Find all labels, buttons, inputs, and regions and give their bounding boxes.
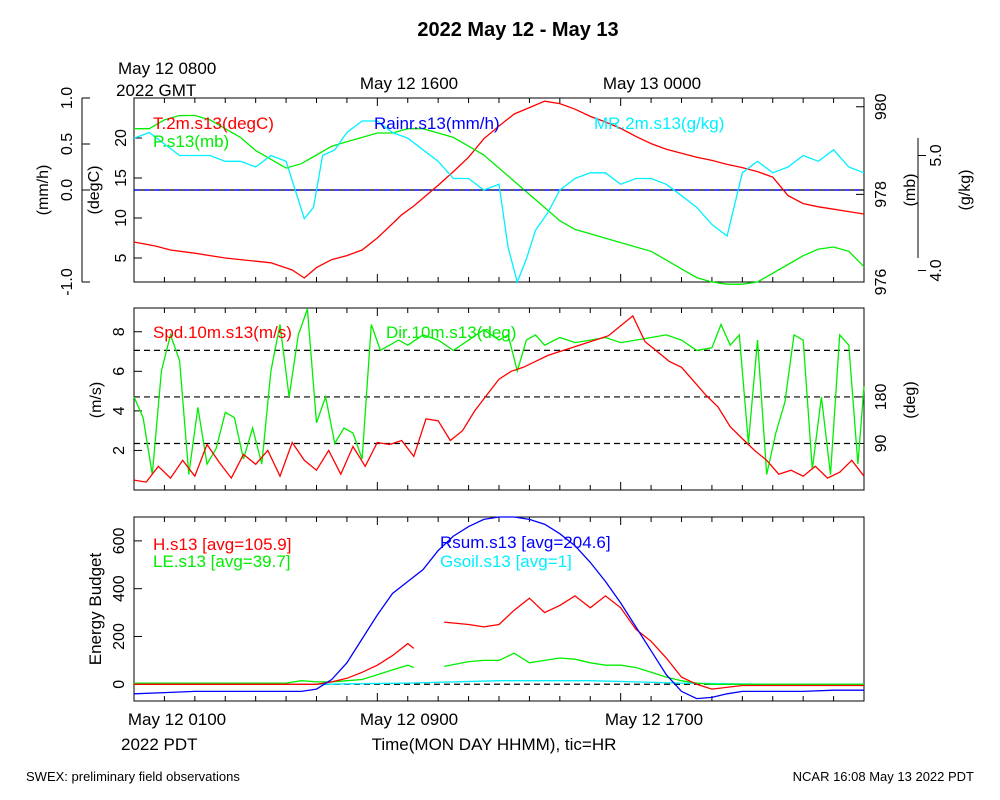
pres-tick-label: 978	[873, 181, 890, 208]
chart-title: 2022 May 12 - May 13	[417, 19, 618, 41]
temp-tick-label: 15	[113, 169, 130, 187]
series-line-direction	[133, 308, 865, 475]
speed-tick-label: 6	[111, 367, 128, 376]
series-line-pres	[134, 114, 865, 285]
series-line-mr	[133, 120, 865, 285]
mr-tick-label: 5.0	[928, 144, 945, 166]
mr-tick-label: 4.0	[928, 259, 945, 281]
temp-tick-label: 10	[113, 209, 130, 227]
pdt-time-label-1: May 12 0100	[128, 710, 226, 729]
pres-axis-label: (mb)	[902, 174, 919, 207]
x-axis-label: Time(MON DAY HHMM), tic=HR	[372, 735, 617, 754]
energy-tick-label: 400	[111, 575, 128, 602]
speed-axis-label: (m/s)	[88, 382, 105, 418]
direction-tick-label: 90	[873, 434, 890, 452]
gmt-time-label-2: May 12 1600	[360, 74, 458, 93]
series-line-speed	[133, 314, 865, 483]
mr-axis-label: (g/kg)	[957, 170, 974, 211]
energy-tick-label: 200	[111, 623, 128, 650]
temp-tick-label: 20	[113, 129, 130, 147]
gmt-time-label-3: May 13 0000	[603, 74, 701, 93]
pres-tick-label: 976	[873, 269, 890, 296]
legend-direction: Dir.10m.s13(deg)	[386, 323, 516, 342]
legend-speed: Spd.10m.s13(m/s)	[153, 323, 292, 342]
wind-panel: 2 4 6 8 (m/s) 90 180 (deg) Spd.10m.s13(m/s) Dir.1…	[88, 307, 919, 491]
legend-energy-1: LE.s13 [avg=39.7]	[153, 552, 291, 571]
footer-left: SWEX: preliminary field observations	[26, 769, 240, 784]
temp-tick-label: 5	[113, 253, 130, 262]
direction-axis-label: (deg)	[902, 381, 919, 418]
legend-energy-2: Rsum.s13 [avg=204.6]	[440, 533, 611, 552]
direction-tick-label: 180	[873, 383, 890, 410]
series-line-energy-1	[134, 652, 864, 685]
rain-tick-label: 1.0	[59, 87, 76, 109]
legend-pres: P.s13(mb)	[153, 132, 229, 151]
series-line-energy-2	[133, 516, 864, 700]
series-line-temp	[133, 100, 865, 279]
pdt-time-label-3: May 12 1700	[605, 710, 703, 729]
met-panel: -1.0 0.0 0.5 1.0 (mm/h) 5 10 15 20 (degC) 976 978 98…	[35, 87, 974, 296]
pdt-year-label: 2022 PDT	[121, 735, 198, 754]
pdt-time-label-2: May 12 0900	[360, 710, 458, 729]
energy-tick-label: 0	[111, 680, 128, 689]
energy-tick-label: 600	[111, 527, 128, 554]
legend-temp: T.2m.s13(degC)	[153, 114, 274, 133]
rain-tick-label: 0.5	[59, 133, 76, 155]
pres-tick-label: 980	[873, 93, 890, 120]
gmt-time-label-1: May 12 0800	[118, 59, 216, 78]
speed-tick-label: 4	[111, 406, 128, 415]
rain-tick-label: -1.0	[59, 268, 76, 296]
energy-panel: 0 200 400 600 Energy Budget H.s13 [avg=105.9]…	[86, 516, 865, 702]
legend-energy-3: Gsoil.s13 [avg=1]	[440, 552, 572, 571]
series-line-energy-0	[134, 595, 864, 690]
footer-right: NCAR 16:08 May 13 2022 PDT	[793, 769, 974, 784]
temp-axis-label: (degC)	[86, 166, 103, 215]
speed-tick-label: 2	[111, 446, 128, 455]
legend-energy-0: H.s13 [avg=105.9]	[153, 535, 291, 554]
rain-tick-label: 0.0	[59, 179, 76, 201]
legend-mr: MR.2m.s13(g/kg)	[594, 114, 724, 133]
energy-axis-label: Energy Budget	[86, 552, 105, 665]
gmt-year-label: 2022 GMT	[116, 81, 196, 100]
legend-rain: Rainr.s13(mm/h)	[374, 114, 500, 133]
rain-axis-label: (mm/h)	[35, 165, 52, 216]
speed-tick-label: 8	[111, 327, 128, 336]
